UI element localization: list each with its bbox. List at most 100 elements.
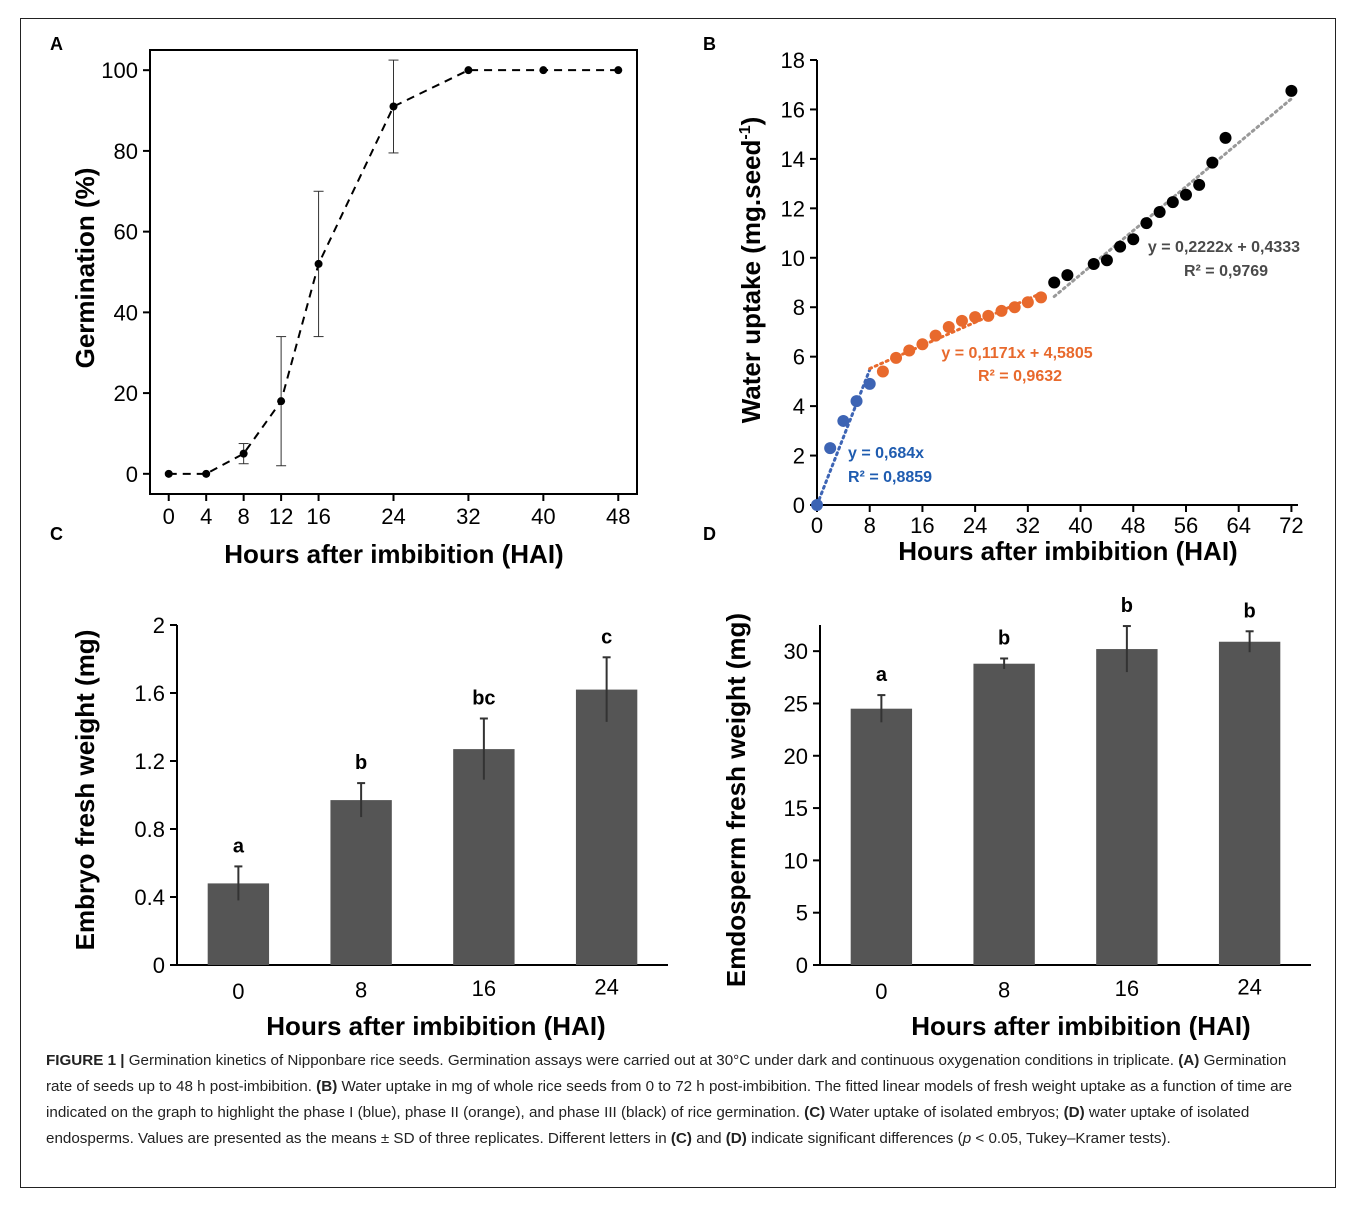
y-tick-label: 18 [781, 48, 805, 73]
panel-letter-a: A [50, 34, 63, 54]
y-tick-label: 16 [781, 97, 805, 122]
y-tick-label: 20 [114, 381, 138, 406]
data-point [850, 395, 863, 408]
data-point [982, 309, 995, 322]
data-point [890, 351, 903, 364]
caption-ref: (D) [725, 1130, 747, 1147]
data-point [863, 377, 876, 390]
x-tick-label: 12 [269, 504, 293, 529]
data-point [202, 469, 211, 478]
panel-b-xlabel: Hours after imbibition (HAI) [898, 536, 1237, 566]
data-point [1114, 240, 1127, 253]
data-point [995, 304, 1008, 317]
significance-letter: b [1121, 595, 1133, 617]
x-category-label: 0 [232, 979, 244, 1004]
data-point [1179, 188, 1192, 201]
panel-d-endosperm-chart: 0 5 10 15 20 25 30 a 0 b 8 b 16 b 24 Hours after imbi… [721, 595, 1311, 1040]
data-point [837, 414, 850, 427]
fit-equation: y = 0,684x [848, 445, 924, 462]
x-tick-label: 0 [163, 504, 175, 529]
bar [1096, 649, 1158, 965]
y-tick-label: 4 [793, 394, 805, 419]
caption-ref: (C) [670, 1130, 692, 1147]
x-tick-label: 16 [910, 513, 934, 538]
fit-r-squared: R² = 0,8859 [848, 469, 932, 486]
data-point [1219, 131, 1232, 144]
y-tick-label: 20 [784, 744, 808, 769]
data-point [1193, 178, 1206, 191]
y-tick-label: 5 [796, 901, 808, 926]
panel-b-ylabel: Water uptake (mg.seed-1) [736, 117, 766, 424]
x-tick-label: 8 [864, 513, 876, 538]
data-point [1206, 156, 1219, 169]
significance-letter: b [355, 752, 367, 774]
data-point [539, 66, 548, 75]
significance-letter: b [998, 627, 1010, 649]
x-category-label: 16 [472, 976, 496, 1001]
data-point [1166, 196, 1179, 209]
data-point [277, 397, 286, 406]
data-point [1061, 269, 1074, 282]
panel-letter-b: B [703, 34, 716, 54]
caption-text: Water uptake of isolated embryos; [825, 1104, 1064, 1121]
caption-text: Water uptake in mg of whole rice seeds f… [46, 1078, 1293, 1121]
caption-text: < 0.05, Tukey–Kramer tests). [971, 1130, 1171, 1147]
x-tick-label: 24 [963, 513, 987, 538]
caption-text: Germination rate of seeds up to 48 h pos… [46, 1052, 1287, 1095]
x-category-label: 16 [1115, 976, 1139, 1001]
panel-c-embryo-chart: 0 0.4 0.8 1.2 1.6 2 a 0 b 8 bc 16 c 24 Hours after i… [70, 613, 668, 1040]
panel-letter-c: C [50, 524, 63, 544]
panel-d-ylabel: Emdosperm fresh weight (mg) [721, 613, 751, 987]
y-tick-label: 0 [796, 953, 808, 978]
x-tick-label: 48 [1121, 513, 1145, 538]
significance-letter: bc [472, 688, 495, 710]
data-point [929, 329, 942, 342]
y-tick-label: 1.6 [134, 681, 165, 706]
x-tick-label: 32 [1016, 513, 1040, 538]
data-point [1140, 217, 1153, 230]
data-point [942, 321, 955, 333]
x-tick-label: 16 [306, 504, 330, 529]
caption-text: water uptake of isolated endosperms. Val… [46, 1104, 1250, 1147]
y-tick-label: 15 [784, 796, 808, 821]
y-tick-label: 40 [114, 300, 138, 325]
x-tick-label: 24 [381, 504, 405, 529]
caption-text: indicate significant differences ( [746, 1130, 963, 1147]
data-point [1048, 276, 1061, 289]
y-tick-label: 12 [781, 196, 805, 221]
x-tick-label: 72 [1279, 513, 1303, 538]
y-tick-label: 0 [793, 493, 805, 518]
y-tick-label: 6 [793, 345, 805, 370]
data-point [614, 66, 623, 75]
data-point [389, 102, 398, 111]
data-point [239, 449, 248, 458]
data-point [1153, 206, 1166, 219]
caption-ref: (D) [1063, 1104, 1085, 1121]
x-category-label: 24 [1237, 975, 1261, 1000]
panel-c-ylabel: Embryo fresh weight (mg) [70, 630, 100, 951]
fit-equation: y = 0,1171x + 4,5805 [941, 345, 1092, 362]
data-point [824, 442, 837, 455]
data-point [1127, 233, 1140, 246]
trend-line [815, 368, 872, 507]
significance-letter: a [233, 835, 245, 857]
bar [575, 689, 638, 965]
caption-ref: (C) [804, 1104, 826, 1121]
y-tick-label: 1.2 [134, 749, 165, 774]
data-point [1035, 291, 1048, 304]
bar [973, 663, 1035, 965]
bar [850, 708, 913, 965]
data-point [1100, 254, 1113, 267]
significance-letter: a [876, 664, 888, 686]
y-tick-label: 0.4 [134, 885, 165, 910]
panel-letter-d: D [703, 524, 716, 544]
figure-frame [20, 18, 1336, 1188]
data-point [1285, 84, 1298, 97]
data-point [916, 338, 929, 351]
panel-d-xlabel: Hours after imbibition (HAI) [911, 1011, 1250, 1040]
y-tick-label: 2 [793, 444, 805, 469]
panel-a-ylabel: Germination (%) [70, 168, 100, 369]
data-point [1087, 257, 1100, 270]
